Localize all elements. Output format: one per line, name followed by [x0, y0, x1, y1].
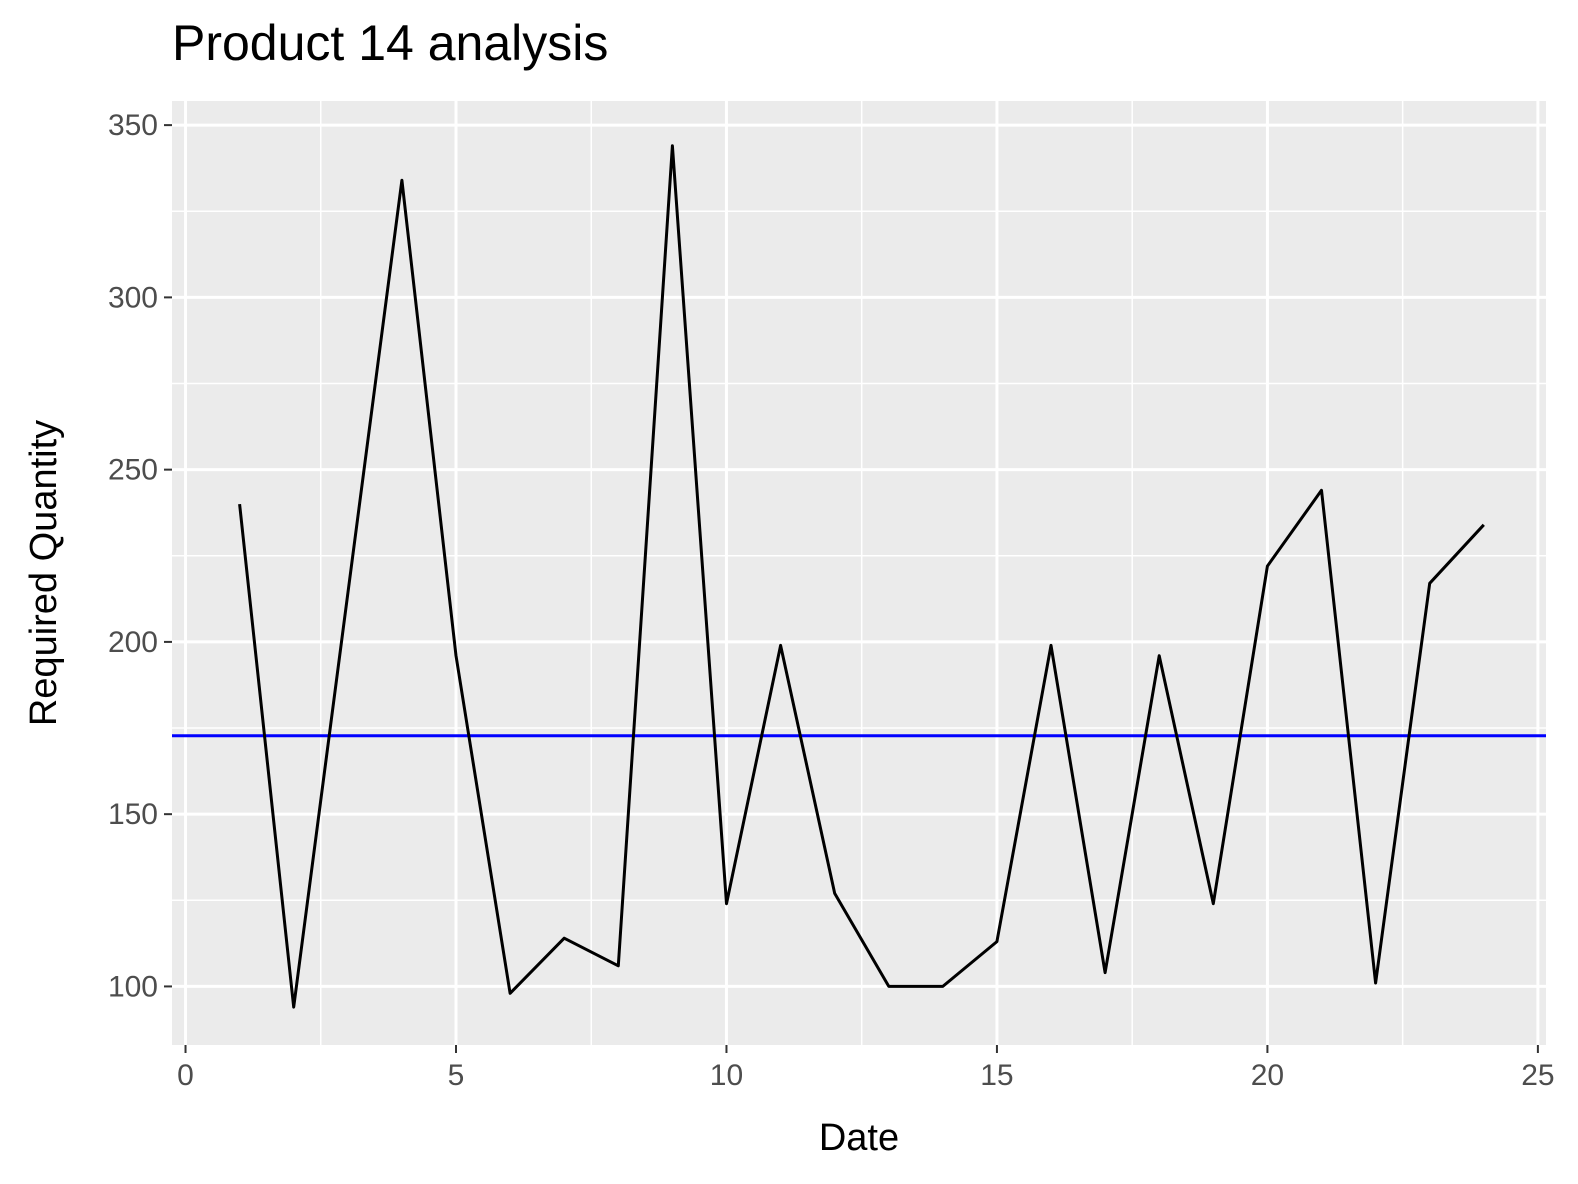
data-point	[510, 993, 511, 994]
major-gridlines-y	[172, 123, 1546, 988]
data-point	[780, 645, 781, 646]
minor-gridlines-y	[172, 210, 1546, 902]
x-tick-label: 15	[980, 1059, 1013, 1092]
data-point	[1429, 583, 1430, 584]
data-point	[347, 593, 348, 594]
y-tick-label: 300	[108, 281, 158, 314]
series-layer	[238, 144, 1485, 1009]
data-point	[1267, 566, 1268, 567]
x-tick-label: 10	[710, 1059, 743, 1092]
y-tick-label: 100	[108, 970, 158, 1003]
y-axis: 100 150 200 250 300 350	[108, 109, 172, 1003]
y-tick-label: 250	[108, 454, 158, 487]
x-tick-label: 0	[177, 1059, 194, 1092]
data-point	[455, 655, 456, 656]
data-point	[1159, 655, 1160, 656]
data-point	[1105, 972, 1106, 973]
data-point	[834, 893, 835, 894]
data-point	[1483, 524, 1484, 525]
data-point	[1213, 903, 1214, 904]
x-tick-label: 5	[448, 1059, 465, 1092]
x-axis-title: Date	[819, 1117, 899, 1159]
data-point	[1321, 490, 1322, 491]
x-tick-label: 20	[1251, 1059, 1284, 1092]
plot-panel	[172, 101, 1546, 1045]
data-point	[996, 941, 997, 942]
data-point	[618, 965, 619, 966]
y-tick-label: 150	[108, 798, 158, 831]
chart-title: Product 14 analysis	[172, 15, 609, 71]
y-axis-title: Required Quantity	[23, 420, 65, 726]
y-tick-label: 200	[108, 626, 158, 659]
data-point	[239, 504, 240, 505]
data-point	[942, 986, 943, 987]
data-point	[293, 1007, 294, 1008]
data-point	[1051, 645, 1052, 646]
x-tick-label: 25	[1521, 1059, 1554, 1092]
minor-gridlines-x	[320, 101, 1404, 1045]
data-point	[1375, 982, 1376, 983]
series-line	[238, 144, 1485, 1009]
x-axis: 0 5 10 15 20 25	[177, 1045, 1555, 1092]
data-point	[401, 180, 402, 181]
data-point	[726, 903, 727, 904]
data-point	[672, 145, 673, 146]
y-tick-label: 350	[108, 109, 158, 142]
data-point	[888, 986, 889, 987]
data-point	[564, 938, 565, 939]
